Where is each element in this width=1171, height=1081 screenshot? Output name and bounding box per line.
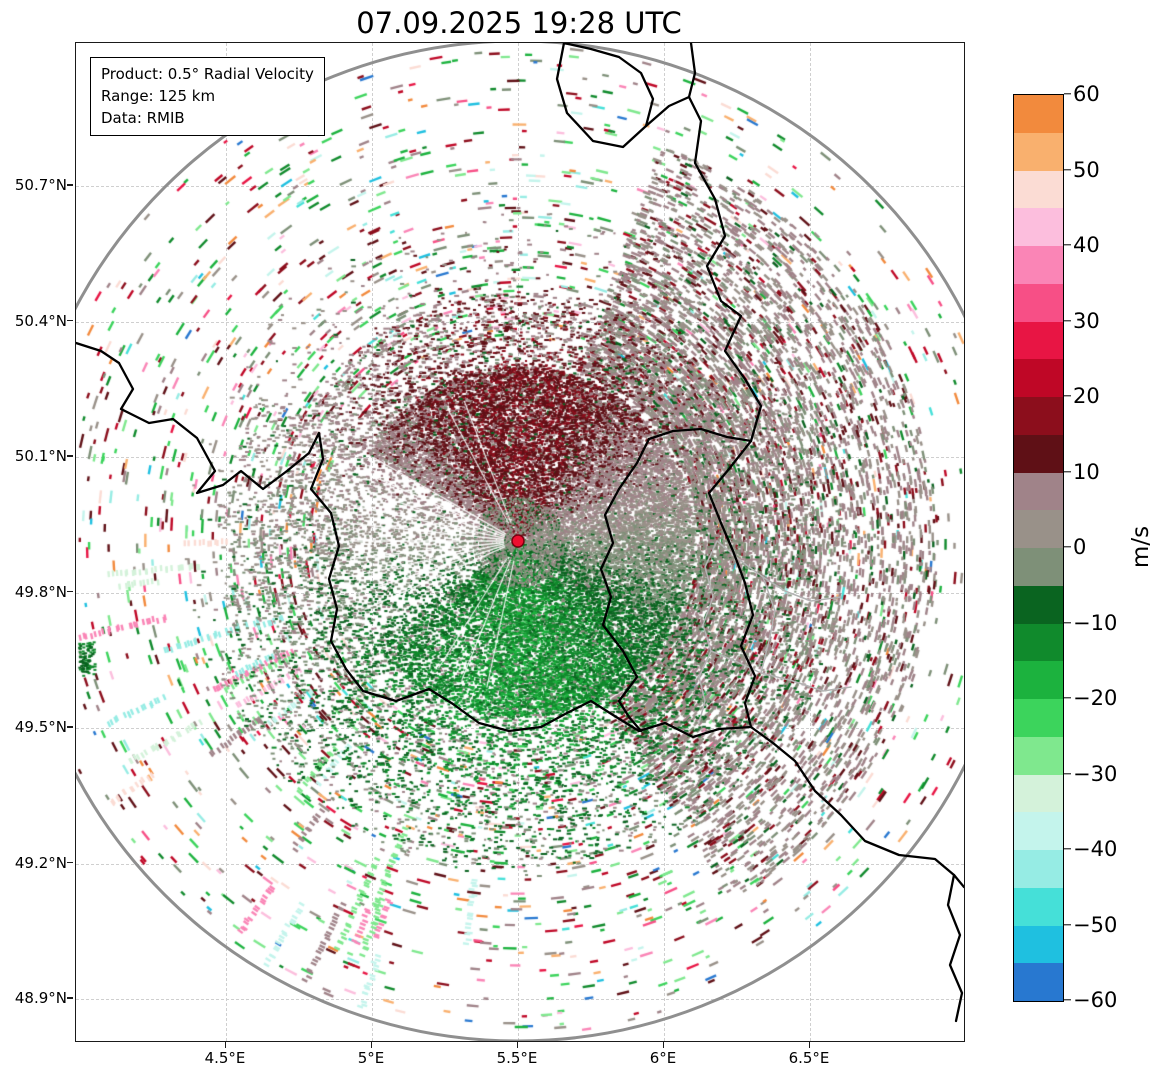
colorbar-tick-mark	[1064, 923, 1071, 926]
colorbar-segment	[1014, 170, 1063, 209]
colorbar-segment	[1014, 95, 1063, 133]
colorbar-tick-label: 20	[1073, 384, 1100, 408]
country-border	[687, 95, 964, 889]
colorbar	[1013, 94, 1064, 1002]
colorbar-tick-label: 10	[1073, 459, 1100, 484]
x-tick-label: 6°E	[649, 1049, 677, 1067]
x-tick-mark	[809, 1041, 811, 1048]
map-axes: Product: 0.5° Radial Velocity Range: 125…	[75, 42, 965, 1042]
colorbar-tick-label: 40	[1073, 233, 1100, 257]
colorbar-unit-label: m/s	[1128, 525, 1154, 569]
colorbar-segment	[1014, 359, 1063, 397]
colorbar-tick-mark	[1064, 621, 1071, 624]
radar-site-marker	[511, 534, 525, 548]
colorbar-tick-label: −60	[1073, 988, 1118, 1012]
province-border	[710, 650, 852, 692]
x-tick-mark	[517, 1041, 519, 1048]
y-tick-label: 49.5°N	[14, 718, 67, 736]
x-tick-label: 5°E	[357, 1049, 385, 1067]
province-border	[716, 540, 842, 602]
colorbar-tick-mark	[1064, 697, 1071, 699]
y-tick-mark	[67, 455, 74, 457]
colorbar-segment	[1014, 510, 1063, 548]
x-tick-mark	[371, 1041, 373, 1048]
colorbar-segment	[1014, 699, 1063, 737]
y-tick-label: 49.2°N	[14, 853, 67, 872]
colorbar-segment	[1014, 623, 1063, 662]
colorbar-tick-mark	[1064, 848, 1071, 850]
y-tick-mark	[67, 861, 74, 864]
colorbar-segment	[1014, 132, 1063, 171]
colorbar-tick-mark	[1064, 319, 1071, 322]
colorbar-tick-label: 0	[1073, 535, 1087, 559]
country-border	[76, 341, 753, 739]
province-border	[698, 540, 718, 724]
y-tick-mark	[67, 726, 74, 728]
colorbar-segment	[1014, 434, 1063, 473]
y-tick-mark	[67, 319, 74, 322]
y-tick-label: 48.9°N	[14, 989, 67, 1007]
x-tick-label: 5.5°E	[496, 1049, 538, 1067]
product-info-box: Product: 0.5° Radial Velocity Range: 125…	[90, 57, 325, 137]
colorbar-segment	[1014, 736, 1063, 775]
colorbar-tick-mark	[1064, 93, 1071, 95]
colorbar-tick-mark	[1064, 168, 1071, 171]
colorbar-segment	[1014, 850, 1063, 888]
colorbar-tick-label: 60	[1073, 82, 1100, 106]
info-range-line: Range: 125 km	[101, 86, 216, 105]
colorbar-tick-mark	[1064, 395, 1071, 397]
x-tick-mark	[225, 1041, 227, 1048]
colorbar-segment	[1014, 661, 1063, 699]
map-borders-svg	[76, 43, 964, 1041]
country-border	[644, 43, 697, 128]
colorbar-tick-mark	[1064, 546, 1071, 548]
colorbar-segment	[1014, 472, 1063, 511]
colorbar-segment	[1014, 585, 1063, 624]
colorbar-segment	[1014, 548, 1063, 586]
x-tick-label: 4.5°E	[204, 1049, 246, 1067]
province-border	[760, 576, 776, 674]
colorbar-segment	[1014, 925, 1063, 964]
colorbar-tick-label: 30	[1073, 308, 1100, 333]
colorbar-tick-label: −30	[1073, 761, 1118, 786]
y-tick-label: 49.8°N	[14, 582, 67, 601]
y-tick-label: 50.4°N	[14, 311, 67, 330]
y-tick-mark	[67, 997, 74, 999]
colorbar-tick-label: −10	[1073, 610, 1118, 635]
y-tick-mark	[67, 184, 74, 186]
colorbar-tick-mark	[1064, 470, 1071, 473]
colorbar-tick-label: −40	[1073, 837, 1118, 861]
info-product-line: Product: 0.5° Radial Velocity	[101, 65, 314, 83]
colorbar-segment	[1014, 321, 1063, 360]
colorbar-tick-mark	[1064, 999, 1071, 1001]
colorbar-segment	[1014, 246, 1063, 284]
colorbar-tick-label: 50	[1073, 157, 1100, 182]
info-data-line: Data: RMIB	[101, 108, 185, 127]
colorbar-tick-mark	[1064, 244, 1071, 246]
colorbar-tick-label: −50	[1073, 912, 1118, 937]
y-tick-label: 50.1°N	[14, 447, 67, 465]
country-border	[555, 43, 655, 149]
figure-title: 07.09.2025 19:28 UTC	[356, 6, 682, 40]
x-tick-mark	[663, 1041, 665, 1048]
country-border	[946, 873, 964, 1023]
country-border	[599, 437, 651, 733]
colorbar-segment	[1014, 283, 1063, 322]
x-tick-label: 6.5°E	[788, 1049, 830, 1067]
colorbar-tick-mark	[1064, 772, 1071, 775]
colorbar-segment	[1014, 812, 1063, 850]
colorbar-segment	[1014, 397, 1063, 435]
y-tick-mark	[67, 590, 74, 593]
colorbar-tick-label: −20	[1073, 686, 1118, 710]
colorbar-segment	[1014, 208, 1063, 246]
country-border	[647, 427, 753, 443]
colorbar-segment	[1014, 963, 1063, 1001]
y-tick-label: 50.7°N	[14, 176, 67, 194]
colorbar-segment	[1014, 887, 1063, 926]
colorbar-segment	[1014, 774, 1063, 813]
